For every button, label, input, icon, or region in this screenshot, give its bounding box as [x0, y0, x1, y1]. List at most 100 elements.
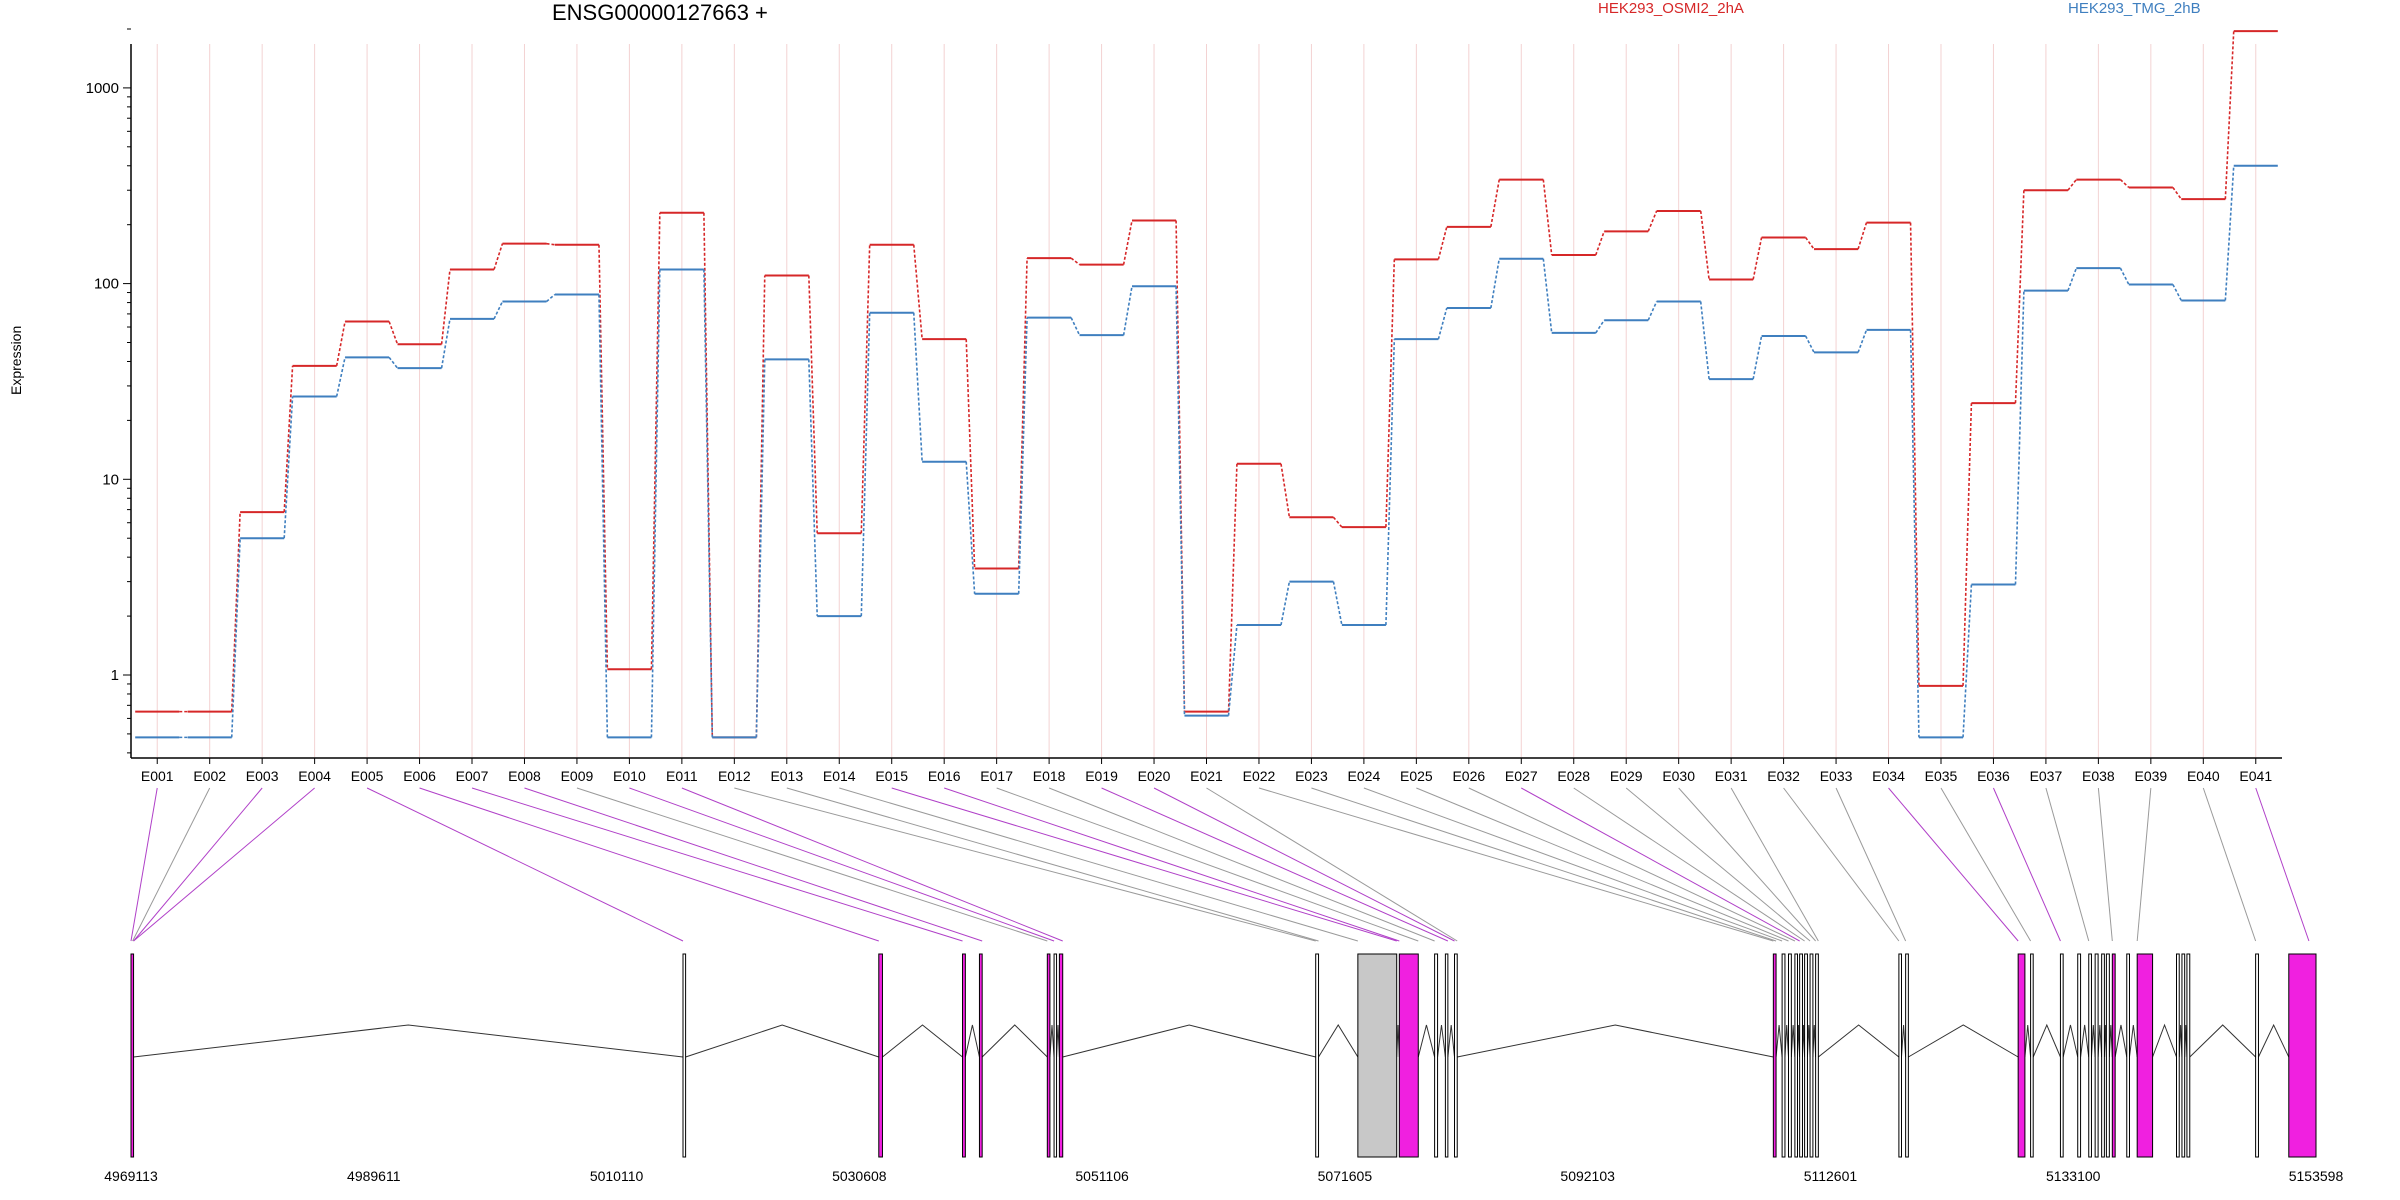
connector-1 — [1490, 179, 1501, 227]
connector-1 — [598, 244, 609, 670]
fan-line-E038 — [2097, 787, 2113, 942]
connector-1 — [230, 512, 241, 712]
exon-box-5 — [978, 953, 983, 1158]
connector-2 — [2067, 267, 2078, 291]
fan-line-E015 — [891, 787, 1397, 942]
connector-2 — [1280, 581, 1291, 626]
exon-box-40 — [2288, 953, 2317, 1158]
connector-1 — [1857, 222, 1868, 250]
exon-box-17 — [1788, 953, 1792, 1158]
exon-box-14 — [1454, 953, 1458, 1158]
intron — [1818, 1024, 1900, 1058]
connector-2 — [1017, 317, 1028, 594]
genomic-tick-label: 5051106 — [1075, 1168, 1129, 1184]
connector-2 — [860, 312, 871, 617]
intron — [133, 1024, 684, 1058]
intron — [2258, 1023, 2290, 1058]
connector-1 — [965, 339, 976, 569]
x-tick-label-E030: E030 — [1662, 768, 1695, 784]
chart-title: ENSG00000127663 + — [552, 0, 768, 25]
fan-line-E004 — [133, 787, 315, 942]
x-tick-label-E005: E005 — [351, 768, 384, 784]
x-tick-label-E015: E015 — [875, 768, 908, 784]
genomic-tick-label: 5092103 — [1560, 1168, 1615, 1184]
x-tick-label-E026: E026 — [1452, 768, 1485, 784]
x-tick-label-E021: E021 — [1190, 768, 1223, 784]
connector-2 — [1962, 584, 1973, 738]
x-tick-label-E014: E014 — [823, 768, 856, 784]
fan-line-E008 — [524, 787, 983, 942]
x-tick-label-E003: E003 — [246, 768, 279, 784]
intron — [1437, 1024, 1446, 1058]
connector-2 — [912, 312, 923, 462]
y-tick-label: 1000 — [86, 80, 119, 97]
intron — [2080, 1024, 2090, 1058]
fan-line-E035 — [1940, 787, 2032, 942]
genomic-tick-label: 4969113 — [104, 1168, 158, 1184]
fan-line-E017 — [996, 787, 1419, 942]
fan-line-E029 — [1625, 787, 1811, 942]
fan-line-E032 — [1783, 787, 1900, 942]
connector-2 — [1699, 301, 1710, 380]
exon-box-33 — [2111, 953, 2116, 1158]
connector-2 — [335, 357, 346, 397]
intron — [2090, 1024, 2096, 1058]
fan-line-E040 — [2202, 787, 2257, 942]
x-tick-label-E027: E027 — [1505, 768, 1538, 784]
connector-1 — [912, 244, 923, 340]
exon-box-25 — [2017, 953, 2026, 1158]
connector-1 — [808, 275, 819, 534]
exon-box-23 — [1898, 953, 1902, 1158]
connector-2 — [808, 359, 819, 617]
intron — [2189, 1024, 2256, 1058]
exon-box-2 — [682, 953, 687, 1158]
intron — [685, 1024, 879, 1058]
connector-1 — [1070, 257, 1081, 266]
connector-1 — [1017, 258, 1028, 569]
fan-line-E033 — [1835, 787, 1907, 942]
fan-line-E018 — [1048, 787, 1435, 942]
exon-box-38 — [2186, 953, 2191, 1158]
x-tick-label-E039: E039 — [2134, 768, 2167, 784]
legend-entry-series-2: HEK293_TMG_2hB — [2068, 0, 2201, 17]
fan-line-E021 — [1206, 787, 1458, 942]
connector-1 — [860, 244, 871, 534]
fan-line-E036 — [1992, 787, 2061, 942]
genomic-tick-label: 5112601 — [1804, 1168, 1858, 1184]
connector-2 — [1542, 258, 1553, 333]
intron — [2062, 1024, 2079, 1058]
genomic-tick-label: 5133100 — [2046, 1168, 2101, 1184]
x-tick-label-E025: E025 — [1400, 768, 1433, 784]
exon-box-15 — [1772, 953, 1777, 1158]
fan-line-E019 — [1101, 787, 1449, 942]
connector-1 — [2014, 190, 2025, 404]
connector-1 — [388, 321, 399, 345]
genomic-tick-label: 5030608 — [832, 1168, 887, 1184]
connector-1 — [1647, 210, 1658, 232]
exon-box-11 — [1398, 953, 1419, 1158]
intron — [1447, 1024, 1456, 1058]
exon-box-12 — [1434, 953, 1439, 1158]
intron — [981, 1024, 1048, 1058]
x-tick-label-E029: E029 — [1610, 768, 1643, 784]
x-tick-label-E020: E020 — [1138, 768, 1171, 784]
fan-line-E013 — [786, 787, 1319, 942]
connector-1 — [1175, 220, 1186, 712]
x-tick-label-E001: E001 — [141, 768, 174, 784]
fan-line-E001 — [130, 787, 158, 942]
connector-2 — [2224, 165, 2235, 301]
connector-2 — [1070, 317, 1081, 336]
connector-2 — [1122, 286, 1133, 336]
fan-line-E006 — [419, 787, 879, 942]
x-tick-label-E023: E023 — [1295, 768, 1328, 784]
connector-2 — [1857, 329, 1868, 353]
connector-2 — [493, 301, 504, 320]
exon-box-21 — [1809, 953, 1814, 1158]
fan-line-E039 — [2136, 787, 2152, 942]
intron — [882, 1024, 963, 1058]
exon-box-35 — [2136, 953, 2154, 1158]
connector-2 — [755, 359, 766, 738]
fan-line-E027 — [1521, 787, 1800, 942]
connector-1 — [546, 242, 556, 246]
x-tick-label-E004: E004 — [298, 768, 331, 784]
